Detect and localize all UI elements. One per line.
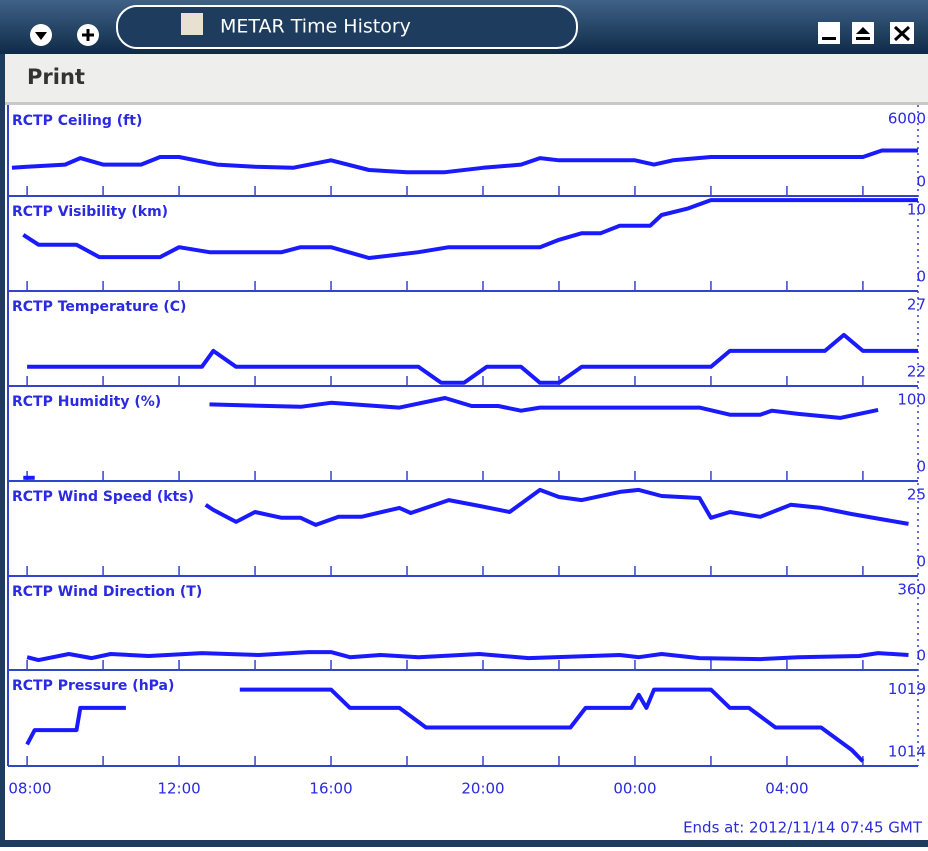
y-tick-label: 0 xyxy=(916,553,926,571)
panel-title: RCTP Visibility (km) xyxy=(12,204,168,220)
x-tick-label: 12:00 xyxy=(157,780,200,798)
data-line xyxy=(25,705,126,746)
footer: Ends at: 2012/11/14 07:45 GMT xyxy=(683,819,923,837)
panel-title: RCTP Temperature (C) xyxy=(12,299,186,315)
x-tick-label: 16:00 xyxy=(309,780,352,798)
data-line xyxy=(27,332,918,385)
x-tick-label: 04:00 xyxy=(765,780,808,798)
y-tick-label: 0 xyxy=(916,268,926,286)
close-icon xyxy=(893,25,911,42)
y-tick-label: 1019 xyxy=(888,680,926,698)
data-line xyxy=(11,148,918,175)
panel-title: RCTP Wind Direction (T) xyxy=(12,584,202,600)
bottom-border xyxy=(0,840,928,847)
add-icon xyxy=(82,29,94,41)
panel-title: RCTP Ceiling (ft) xyxy=(12,113,142,129)
y-tick-label: 22 xyxy=(907,363,926,381)
y-tick-label: 27 xyxy=(907,296,926,314)
y-tick-label: 1014 xyxy=(888,743,926,761)
data-line xyxy=(209,396,879,420)
panel-title: RCTP Humidity (%) xyxy=(12,394,161,410)
data-line xyxy=(26,650,909,663)
x-tick-label: 00:00 xyxy=(613,780,656,798)
app-icon xyxy=(181,13,203,35)
window-title: METAR Time History xyxy=(220,16,411,38)
data-line xyxy=(239,687,865,763)
menu-bar xyxy=(0,54,928,102)
y-tick-label: 25 xyxy=(907,486,926,504)
title-pill xyxy=(116,5,578,49)
y-tick-label: 0 xyxy=(916,173,926,191)
left-border xyxy=(0,54,5,847)
y-tick-label: 0 xyxy=(916,647,926,665)
data-line xyxy=(204,487,909,527)
menu-border xyxy=(0,102,928,105)
panel-title: RCTP Pressure (hPa) xyxy=(12,678,174,694)
y-tick-label: 6000 xyxy=(888,110,926,128)
panel-title: RCTP Wind Speed (kts) xyxy=(12,489,194,505)
y-tick-label: 100 xyxy=(897,391,926,409)
y-tick-label: 10 xyxy=(907,201,926,219)
x-tick-label: 20:00 xyxy=(461,780,504,798)
minimize-icon xyxy=(822,37,836,40)
menu-item[interactable]: Print xyxy=(27,65,85,89)
x-tick-label: 08:00 xyxy=(8,780,51,798)
data-line xyxy=(22,198,918,260)
y-tick-label: 360 xyxy=(897,581,926,599)
y-tick-label: 0 xyxy=(916,458,926,476)
menu-icon xyxy=(35,32,47,40)
minimize-button[interactable] xyxy=(818,22,840,44)
maximize-icon xyxy=(856,27,870,40)
